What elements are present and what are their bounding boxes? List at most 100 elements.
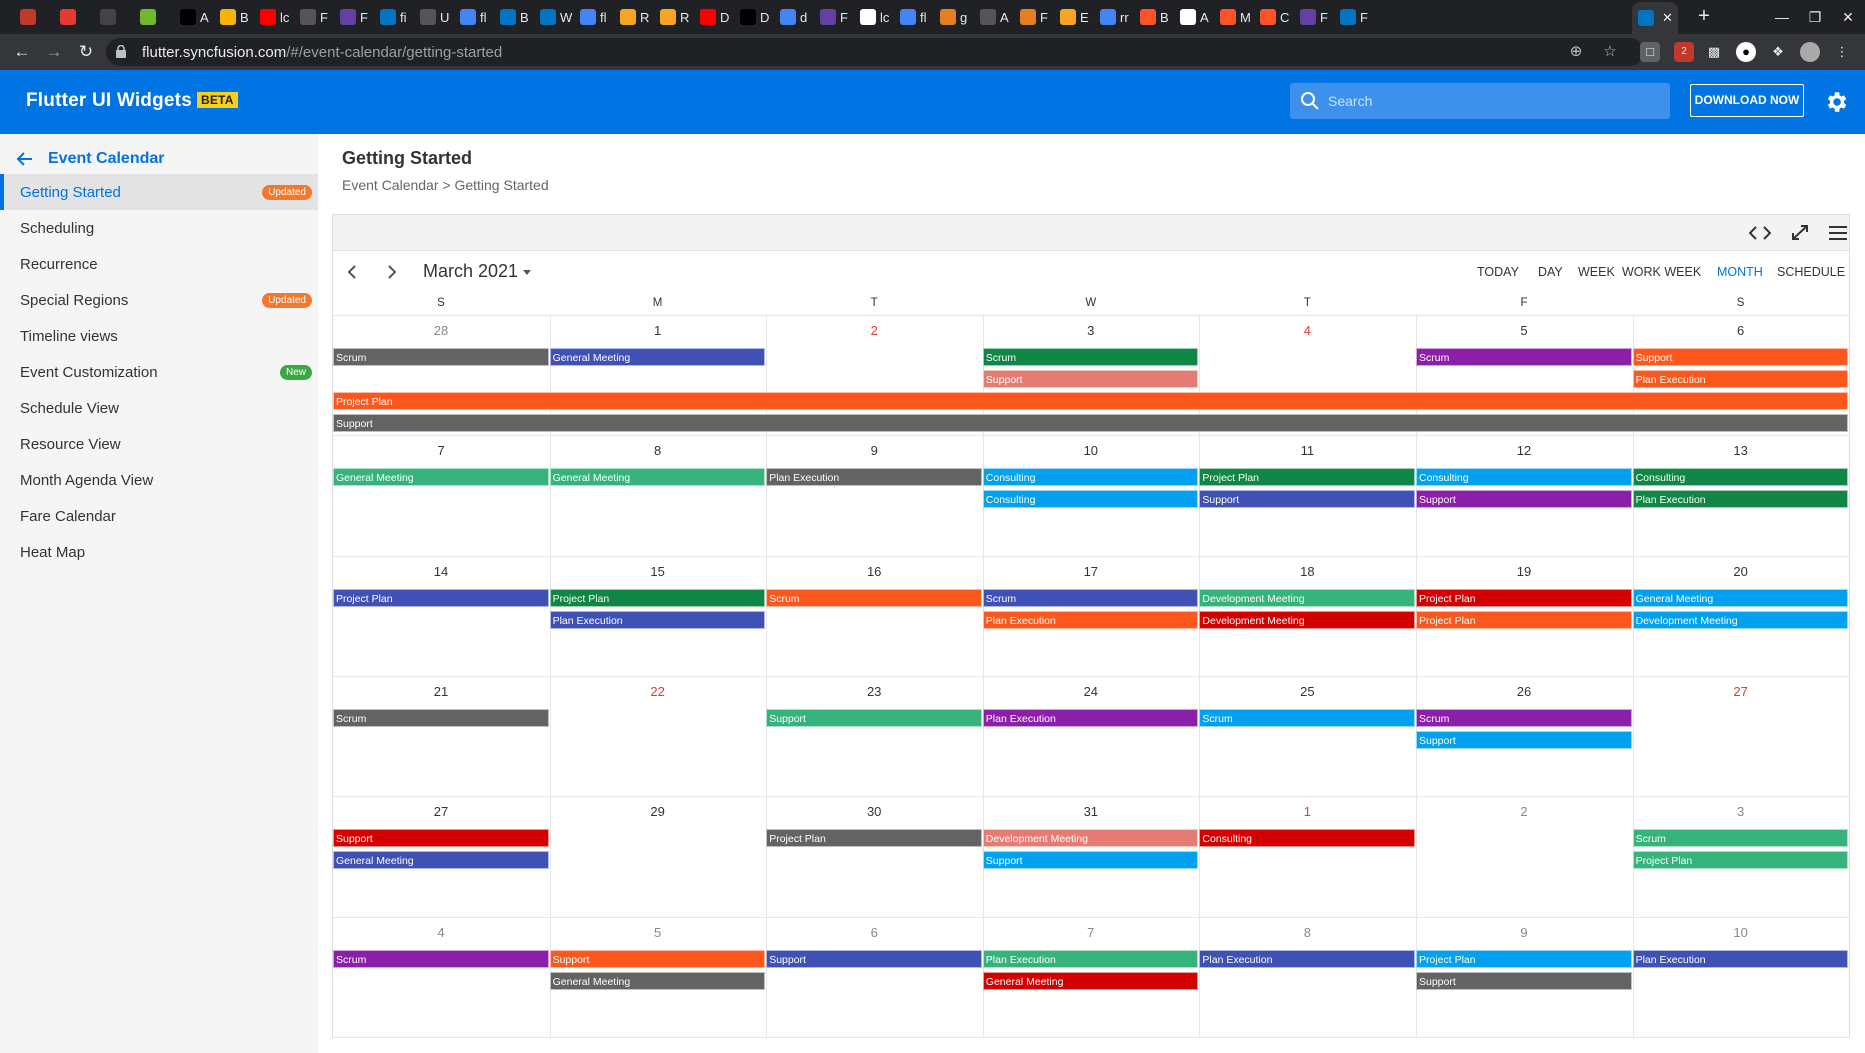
calendar-event[interactable]: Consulting xyxy=(1416,468,1632,487)
day-number[interactable]: 7 xyxy=(437,443,445,459)
view-today-button[interactable]: TODAY xyxy=(1477,265,1519,279)
lock-icon[interactable] xyxy=(116,45,126,58)
hamburger-menu-icon[interactable] xyxy=(1827,223,1849,243)
calendar-event[interactable]: Scrum xyxy=(1416,348,1632,366)
calendar-event[interactable]: Scrum xyxy=(333,348,549,366)
day-number[interactable]: 4 xyxy=(1303,323,1311,338)
browser-tab[interactable] xyxy=(14,4,52,30)
view-month-button[interactable]: MONTH xyxy=(1717,265,1763,279)
back-arrow-icon[interactable] xyxy=(16,150,34,168)
calendar-event[interactable]: Plan Execution xyxy=(982,610,1199,629)
browser-tab[interactable]: D xyxy=(734,4,772,30)
day-number[interactable]: 15 xyxy=(650,563,665,579)
browser-tab[interactable]: U xyxy=(414,4,452,30)
day-number[interactable]: 3 xyxy=(1087,323,1095,338)
browser-tab[interactable]: B xyxy=(494,4,532,30)
reload-button[interactable]: ↻ xyxy=(78,42,94,61)
calendar-event[interactable]: Project Plan xyxy=(549,588,766,607)
day-number[interactable]: 16 xyxy=(866,563,882,579)
day-number[interactable]: 28 xyxy=(433,323,449,338)
day-number[interactable]: 27 xyxy=(1733,683,1748,699)
calendar-event[interactable]: Plan Execution xyxy=(766,468,982,487)
day-number[interactable]: 5 xyxy=(1520,323,1528,338)
close-window-button[interactable]: ✕ xyxy=(1842,9,1854,25)
day-number[interactable]: 22 xyxy=(650,683,665,699)
day-number[interactable]: 30 xyxy=(866,804,882,820)
calendar-event[interactable]: Scrum xyxy=(1199,708,1415,727)
browser-tab[interactable]: fi xyxy=(374,4,412,30)
day-number[interactable]: 9 xyxy=(870,443,878,459)
calendar-event[interactable]: Scrum xyxy=(766,588,982,607)
download-now-button[interactable]: DOWNLOAD NOW xyxy=(1690,84,1804,117)
browser-tab[interactable]: W xyxy=(534,4,572,30)
browser-tab[interactable] xyxy=(54,4,92,30)
browser-tab[interactable]: C xyxy=(1254,4,1292,30)
day-number[interactable]: 19 xyxy=(1516,563,1532,579)
browser-tab[interactable]: F xyxy=(294,4,332,30)
calendar-event[interactable]: Project Plan xyxy=(1632,851,1849,870)
sidebar-item-scheduling[interactable]: Scheduling xyxy=(0,210,318,246)
day-number[interactable]: 10 xyxy=(1083,443,1099,459)
cast-icon[interactable]: ▩ xyxy=(1707,44,1721,59)
browser-tab[interactable]: F xyxy=(814,4,852,30)
calendar-event[interactable]: General Meeting xyxy=(549,971,766,990)
day-number[interactable]: 26 xyxy=(1516,683,1532,699)
day-number[interactable]: 2 xyxy=(1520,804,1528,820)
browser-tab[interactable]: A xyxy=(1174,4,1212,30)
sidebar-header[interactable]: Event Calendar xyxy=(0,144,318,174)
calendar-event[interactable]: Development Meeting xyxy=(1632,610,1849,629)
browser-tab[interactable]: fl xyxy=(454,4,492,30)
sidebar-item-special-regions[interactable]: Special Regions Updated xyxy=(0,282,318,318)
browser-tab[interactable]: g xyxy=(934,4,972,30)
day-number[interactable]: 13 xyxy=(1733,443,1748,459)
fullscreen-icon[interactable] xyxy=(1789,223,1811,243)
day-number[interactable]: 27 xyxy=(433,804,449,820)
calendar-event[interactable]: Support xyxy=(1416,971,1632,990)
calendar-event[interactable]: Support xyxy=(766,949,982,968)
browser-tab[interactable]: D xyxy=(694,4,732,30)
browser-tab[interactable]: F xyxy=(1294,4,1332,30)
day-number[interactable]: 7 xyxy=(1087,924,1095,940)
code-icon[interactable] xyxy=(1749,223,1771,243)
search-input[interactable] xyxy=(1328,91,1648,111)
day-number[interactable]: 31 xyxy=(1083,804,1099,820)
day-number[interactable]: 10 xyxy=(1733,924,1748,940)
calendar-event[interactable]: Development Meeting xyxy=(982,829,1199,848)
calendar-event[interactable]: Development Meeting xyxy=(1199,610,1415,629)
app-title[interactable]: Flutter UI Widgets BETA xyxy=(26,90,238,112)
calendar-event[interactable]: Consulting xyxy=(982,490,1199,509)
back-button[interactable]: ← xyxy=(13,42,31,61)
extension-icon[interactable]: □ xyxy=(1640,42,1660,62)
browser-tab[interactable]: R xyxy=(654,4,692,30)
day-number[interactable]: 14 xyxy=(433,563,449,579)
day-number[interactable]: 17 xyxy=(1083,563,1099,579)
browser-tab[interactable] xyxy=(94,4,132,30)
search-box[interactable] xyxy=(1290,83,1670,119)
puzzle-extensions-icon[interactable]: ❖ xyxy=(1772,44,1784,59)
previous-month-icon[interactable] xyxy=(343,263,361,281)
browser-tab[interactable]: F xyxy=(334,4,372,30)
day-number[interactable]: 23 xyxy=(866,683,882,699)
day-number[interactable]: 8 xyxy=(1303,924,1311,940)
calendar-event[interactable]: Project Plan xyxy=(1199,468,1415,487)
day-number[interactable]: 5 xyxy=(653,924,662,940)
calendar-event[interactable]: Support xyxy=(1416,490,1632,509)
day-number[interactable]: 1 xyxy=(1303,804,1311,820)
calendar-event[interactable]: Project Plan xyxy=(1416,610,1632,629)
calendar-event[interactable]: Project Plan xyxy=(333,392,1849,410)
browser-tab[interactable]: fl xyxy=(574,4,612,30)
browser-tab[interactable]: A xyxy=(174,4,212,30)
bookmark-star-icon[interactable]: ☆ xyxy=(1603,43,1617,60)
rss-extension-icon[interactable]: ● xyxy=(1736,42,1756,62)
calendar-event[interactable]: Plan Execution xyxy=(1632,490,1849,509)
browser-tab[interactable]: rr xyxy=(1094,4,1132,30)
browser-tab[interactable]: F xyxy=(1014,4,1052,30)
calendar-event[interactable]: Plan Execution xyxy=(982,708,1199,727)
menu-kebab-icon[interactable]: ⋮ xyxy=(1835,44,1849,59)
calendar-event[interactable]: Plan Execution xyxy=(1632,949,1849,968)
day-number[interactable]: 25 xyxy=(1300,683,1315,699)
browser-tab[interactable]: E xyxy=(1054,4,1092,30)
sidebar-item-resource-view[interactable]: Resource View xyxy=(0,426,318,462)
browser-tab[interactable]: B xyxy=(214,4,252,30)
calendar-event[interactable]: Support xyxy=(333,414,1849,432)
